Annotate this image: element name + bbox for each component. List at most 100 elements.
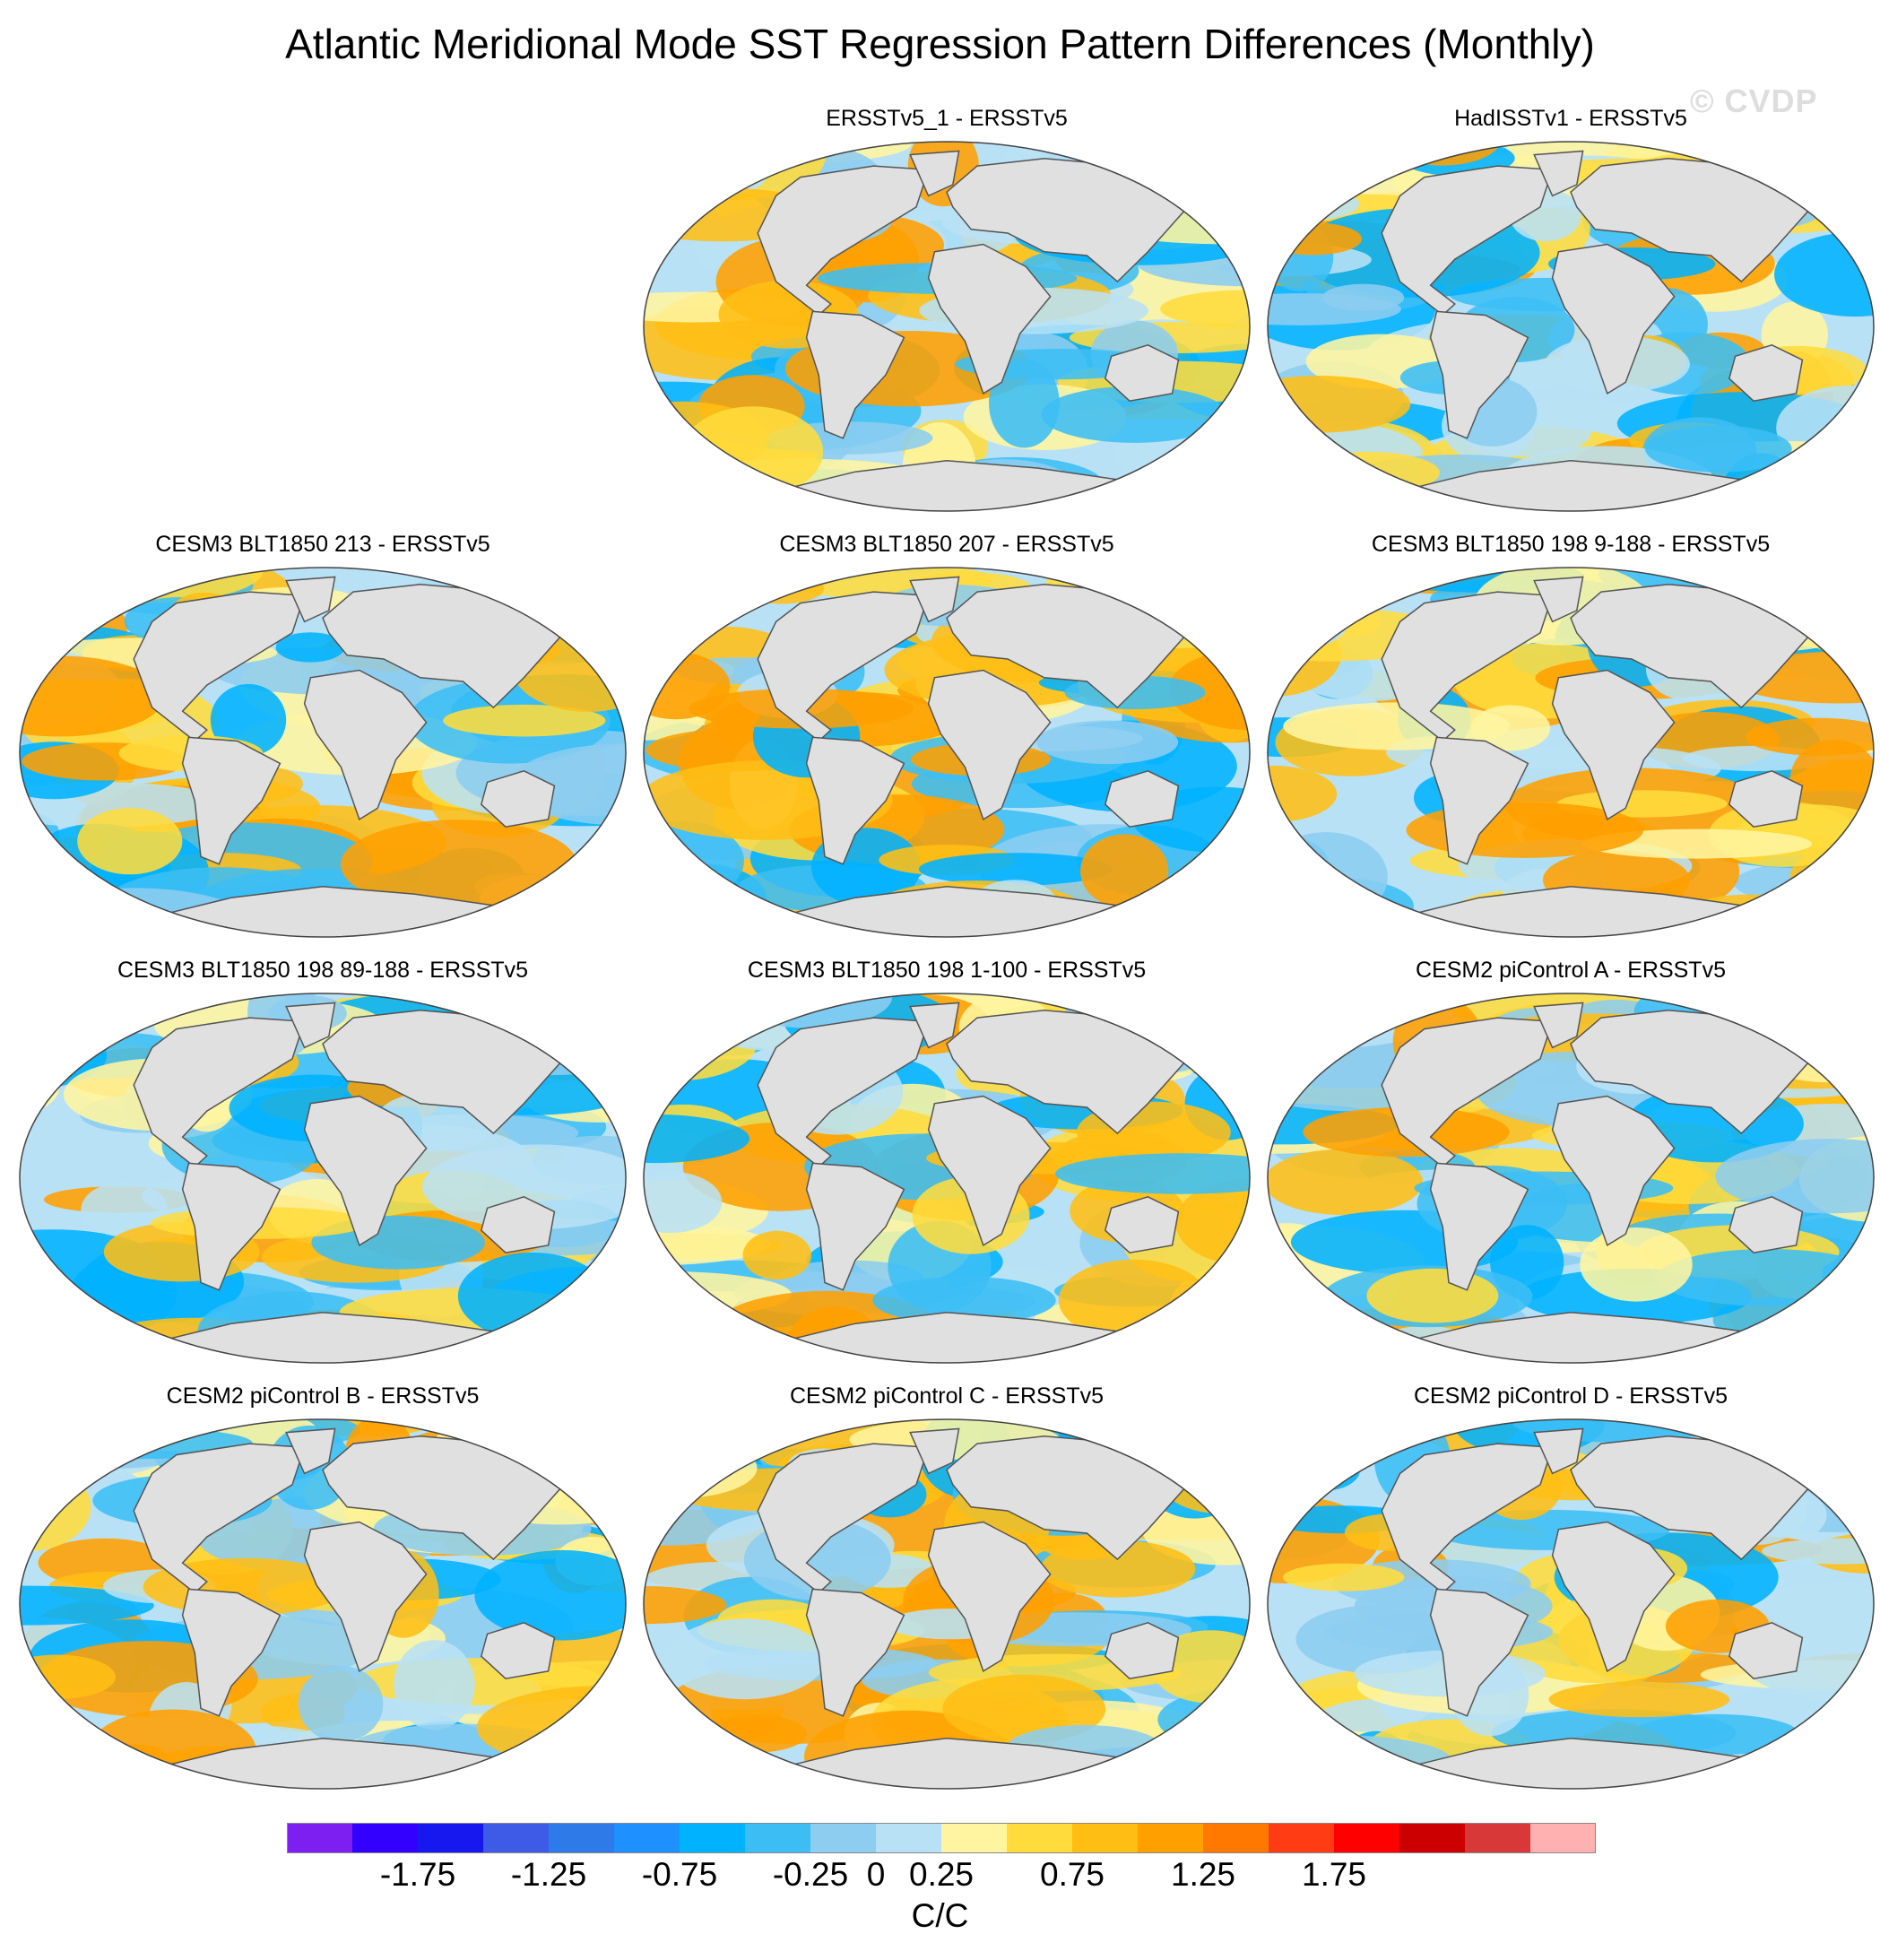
sst-anomaly-region: [1160, 290, 1250, 328]
map-border: [19, 993, 627, 1364]
colorbar-tick-label: 0: [866, 1856, 886, 1893]
sst-anomaly-region: [20, 920, 134, 937]
land-eurasia: [1570, 1435, 1828, 1561]
sst-anomaly-region: [1287, 1012, 1369, 1042]
map-border: [1267, 141, 1875, 512]
colorbar-swatch: [352, 1823, 419, 1853]
sst-anomaly-region: [422, 1144, 626, 1229]
sst-anomaly-region: [1268, 142, 1348, 195]
land-greenland: [1533, 1002, 1584, 1049]
colorbar-tick-label: 1.75: [1301, 1856, 1367, 1893]
panel-title: ERSSTv5_1 - ERSSTv5: [826, 106, 1068, 131]
map-border: [1267, 1418, 1875, 1790]
world-map: [1267, 567, 1875, 938]
map-border: [643, 1418, 1251, 1790]
colorbar-swatch: [810, 1823, 877, 1853]
sst-anomaly-region: [588, 1315, 626, 1363]
world-map: [643, 141, 1251, 512]
colorbar-tick-label: 0.75: [1039, 1856, 1105, 1893]
land-africa: [927, 669, 1052, 821]
land-south-america: [181, 1588, 282, 1717]
map-panel: CESM3 BLT1850 213 - ERSSTv5: [13, 532, 632, 938]
panel-title: CESM3 BLT1850 213 - ERSSTv5: [155, 532, 490, 557]
world-map: [19, 993, 627, 1364]
colorbar-swatch: [614, 1823, 680, 1853]
land-south-america: [1429, 310, 1529, 439]
land-greenland: [1533, 150, 1584, 197]
colorbar-swatch: [1138, 1823, 1204, 1853]
panel-title: CESM2 piControl D - ERSSTv5: [1413, 1383, 1728, 1409]
panel-title: CESM2 piControl A - ERSSTv5: [1416, 958, 1726, 983]
world-map: [19, 567, 627, 938]
sst-anomaly-region: [394, 1640, 475, 1730]
world-map: [1267, 141, 1875, 512]
land-south-america: [1429, 1162, 1529, 1291]
sst-anomaly-region: [1268, 1440, 1343, 1495]
map-panel: CESM2 piControl B - ERSSTv5: [13, 1383, 632, 1790]
map-border: [19, 567, 627, 938]
land-africa: [927, 243, 1052, 395]
sst-anomaly-region: [1268, 1149, 1424, 1216]
sst-anomaly-region: [1126, 895, 1250, 937]
land-africa: [303, 1095, 428, 1247]
sst-anomaly-region: [664, 1618, 826, 1700]
sst-anomaly-region: [1041, 386, 1227, 443]
sst-anomaly-region: [20, 1736, 104, 1769]
sst-anomaly-region: [1774, 232, 1874, 317]
land-greenland: [285, 1427, 336, 1475]
land-eurasia: [946, 584, 1204, 709]
sst-anomaly-region: [1268, 1707, 1325, 1789]
sst-anomaly-region: [1040, 1540, 1196, 1598]
sst-anomaly-region: [738, 573, 825, 604]
colorbar-swatch: [549, 1823, 615, 1853]
map-border: [643, 993, 1251, 1364]
sst-anomaly-region: [644, 1114, 750, 1164]
sst-anomaly-region: [989, 358, 1060, 448]
land-australia: [480, 1195, 556, 1254]
sst-anomaly-region: [1271, 878, 1414, 934]
sst-anomaly-region: [1762, 1538, 1874, 1565]
colorbar-tick-labels: -1.75 -1.25 -0.75 -0.25 0 0.25 0.75 1.25 1.75: [0, 1856, 1880, 1901]
land-south-america: [181, 736, 282, 865]
sst-anomaly-region: [1470, 705, 1551, 751]
colorbar-tick-label: -1.25: [510, 1856, 587, 1893]
sst-anomaly-region: [1268, 871, 1365, 937]
sst-anomaly-region: [1055, 1153, 1250, 1194]
sst-anomaly-region: [1165, 462, 1250, 511]
sst-anomaly-region: [1036, 720, 1179, 765]
panel-title: CESM3 BLT1850 198 1-100 - ERSSTv5: [747, 958, 1147, 983]
land-australia: [1104, 1195, 1180, 1254]
land-greenland: [285, 1002, 336, 1049]
land-south-america: [805, 736, 905, 865]
sst-anomaly-region: [1292, 1447, 1361, 1491]
sst-anomaly-region: [20, 993, 111, 1060]
land-australia: [1104, 769, 1180, 828]
land-greenland: [909, 1002, 960, 1049]
colorbar-tick-label: 1.25: [1170, 1856, 1236, 1893]
land-eurasia: [1570, 158, 1828, 283]
land-australia: [1104, 1621, 1180, 1680]
sst-anomaly-region: [1268, 832, 1388, 923]
sst-anomaly-region: [543, 1419, 626, 1458]
panel-title: CESM3 BLT1850 198 9-188 - ERSSTv5: [1371, 532, 1771, 557]
panel-title: CESM3 BLT1850 207 - ERSSTv5: [779, 532, 1114, 557]
land-south-america: [805, 1162, 905, 1291]
sst-anomaly-region: [1730, 651, 1874, 704]
sst-anomaly-region: [1311, 993, 1383, 1040]
colorbar-swatch: [1334, 1823, 1400, 1853]
land-greenland: [1533, 576, 1584, 623]
colorbar-units: C/C: [911, 1897, 969, 1934]
sst-anomaly-region: [1806, 1283, 1874, 1357]
sst-anomaly-region: [1141, 993, 1250, 1015]
land-africa: [927, 1521, 1052, 1673]
sst-anomaly-region: [1096, 568, 1214, 601]
sst-anomaly-region: [275, 632, 345, 663]
colorbar-frame: [287, 1823, 1596, 1853]
world-map: [643, 567, 1251, 938]
land-africa: [1551, 243, 1676, 395]
map-border: [19, 1418, 627, 1790]
sst-anomaly-region: [644, 1742, 715, 1789]
land-south-america: [805, 1588, 905, 1717]
map-border: [643, 141, 1251, 512]
colorbar-swatch: [1399, 1823, 1466, 1853]
